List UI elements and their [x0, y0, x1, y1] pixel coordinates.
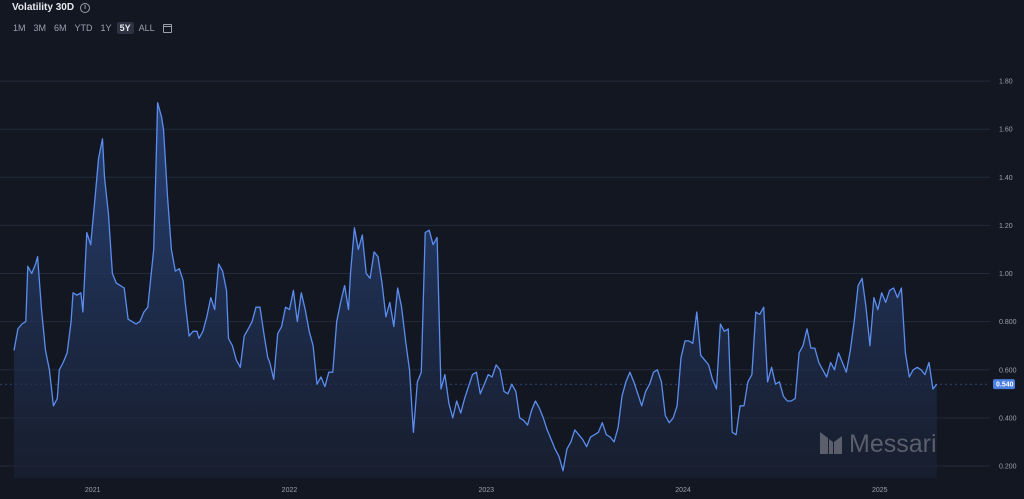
messari-logo-icon: [820, 432, 842, 454]
y-tick-label: 1.80: [999, 79, 1013, 86]
y-tick-label: 0.200: [999, 463, 1017, 470]
y-tick-label: 1.00: [999, 271, 1013, 278]
y-tick-label: 0.400: [999, 415, 1017, 422]
y-tick-label: 1.40: [999, 175, 1013, 182]
area-path: [14, 102, 937, 478]
range-1m-button[interactable]: 1M: [13, 23, 26, 33]
calendar-icon[interactable]: [162, 23, 172, 33]
messari-watermark: Messari: [820, 430, 937, 458]
range-1y-button[interactable]: 1Y: [100, 23, 112, 33]
x-tick-label: 2023: [478, 487, 494, 494]
range-5y-button[interactable]: 5Y: [116, 22, 134, 34]
x-tick-label: 2025: [872, 487, 888, 494]
watermark-text: Messari: [849, 430, 937, 458]
x-tick-label: 2024: [675, 487, 691, 494]
x-tick-label: 2021: [85, 487, 101, 494]
y-tick-label: 1.60: [999, 127, 1013, 134]
chart-header: Volatility 30D i: [12, 2, 91, 13]
chart-title: Volatility 30D: [12, 2, 75, 13]
last-value-badge: 0.540: [993, 379, 1015, 390]
y-axis: 0.200 0.400 0.600 0.800 1.00 1.20 1.40 1.60 1.80: [999, 79, 1017, 471]
range-6m-button[interactable]: 6M: [54, 23, 67, 33]
series-line: [13, 102, 938, 472]
time-range-selector: 1M 3M 6M YTD 1Y 5Y ALL: [10, 22, 172, 34]
y-tick-label: 0.800: [999, 319, 1017, 326]
x-tick-label: 2022: [282, 487, 298, 494]
y-tick-label: 0.600: [999, 367, 1017, 374]
x-axis: 2021 2022 2023 2024 2025: [85, 487, 888, 494]
info-circle-icon[interactable]: i: [80, 2, 91, 13]
last-value-label: 0.540: [996, 382, 1014, 389]
range-3m-button[interactable]: 3M: [33, 23, 47, 33]
y-tick-label: 1.20: [999, 223, 1013, 230]
series-path: [13, 102, 938, 472]
area-fill: [14, 102, 937, 478]
range-ytd-button[interactable]: YTD: [74, 23, 93, 33]
range-all-button[interactable]: ALL: [138, 23, 155, 33]
